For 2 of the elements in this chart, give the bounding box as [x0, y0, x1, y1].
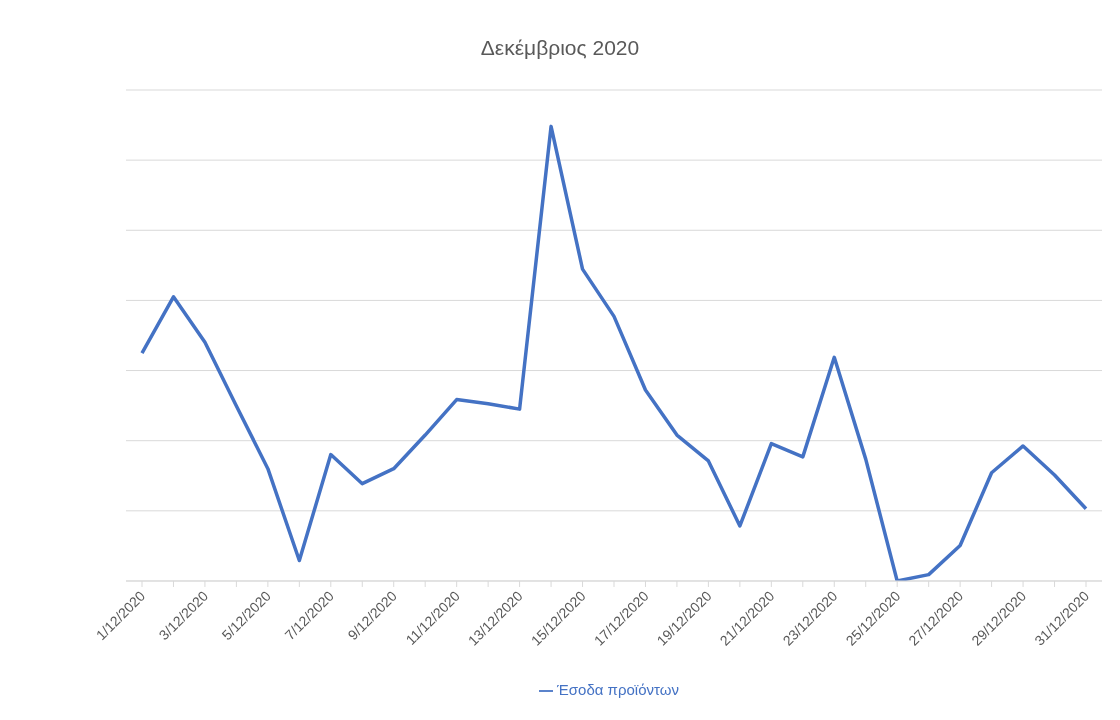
chart-title: Δεκέμβριος 2020: [479, 35, 641, 60]
legend-label: Έσοδα προϊόντων: [557, 680, 679, 698]
